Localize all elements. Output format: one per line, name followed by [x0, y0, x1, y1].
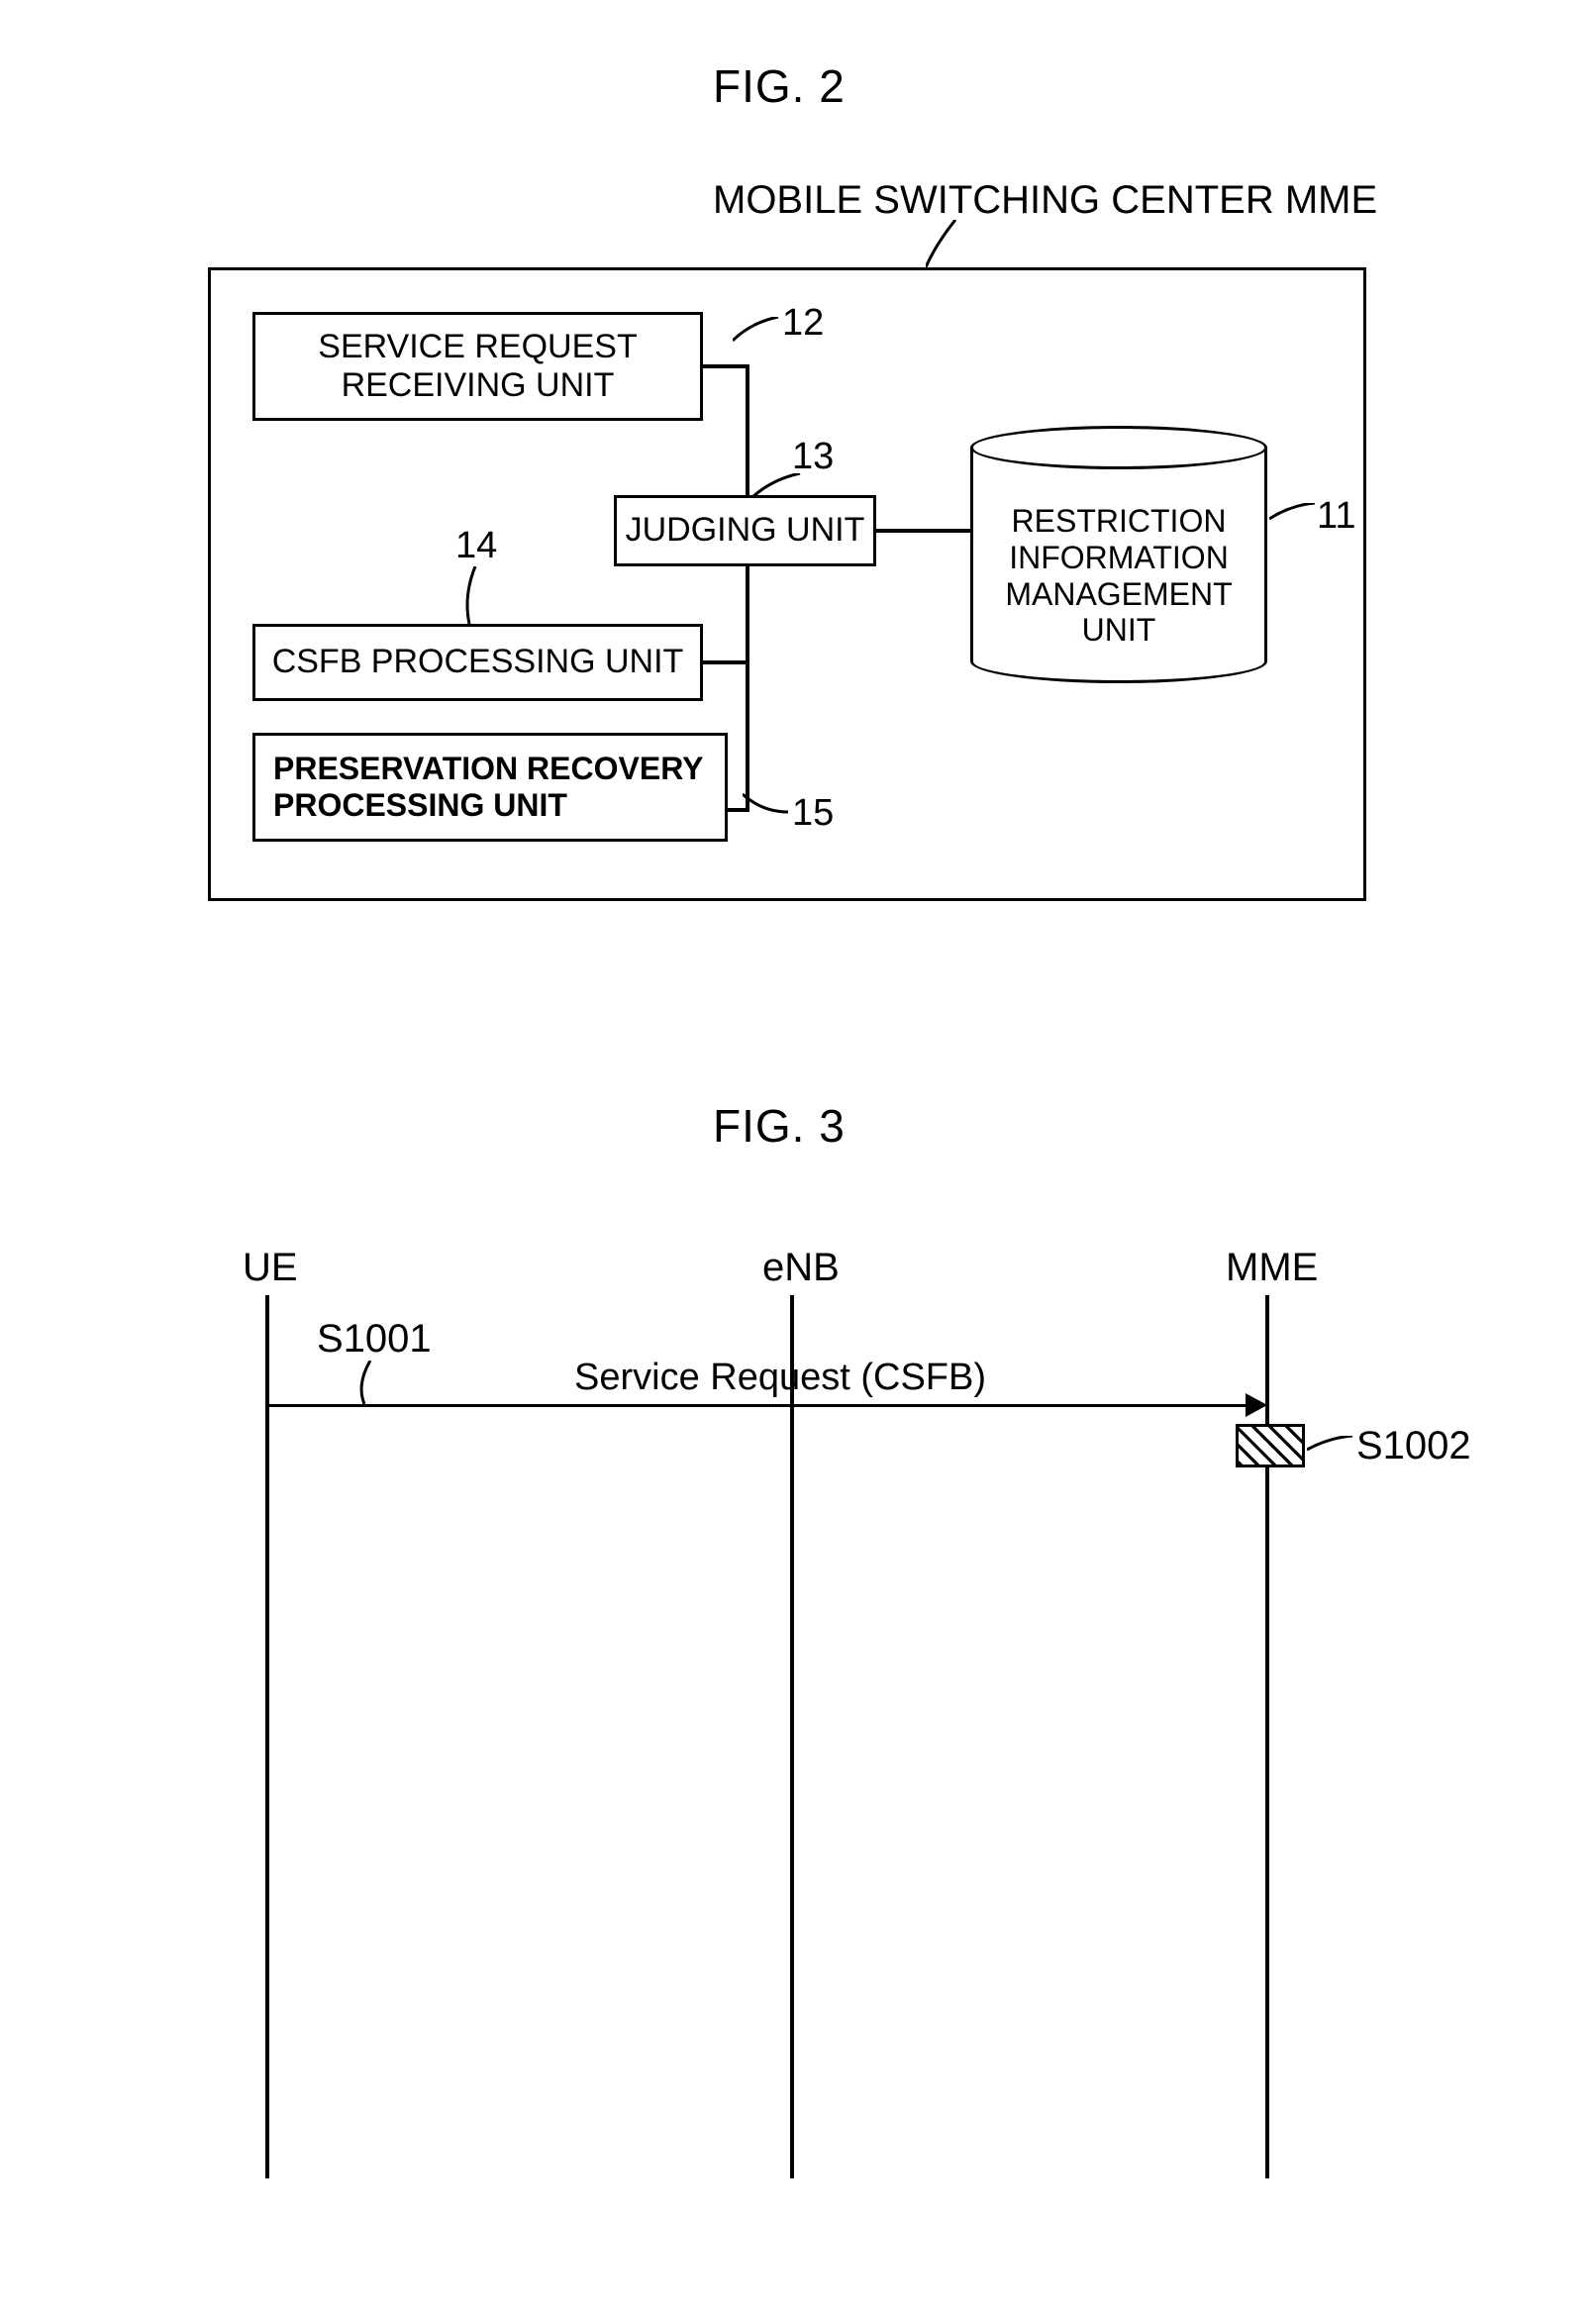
actor-mme: MME [1226, 1246, 1318, 1290]
msg-s1001-leader [356, 1361, 396, 1406]
msg-s1001-line [267, 1404, 1246, 1407]
restriction-label: RESTRICTION INFORMATION MANAGEMENT UNIT [1005, 503, 1232, 649]
conn-sr-down [746, 364, 749, 497]
fig2-title: FIG. 2 [713, 59, 846, 113]
ref-12: 12 [782, 302, 824, 345]
service-request-unit: SERVICE REQUEST RECEIVING UNIT [252, 312, 703, 421]
conn-csfb [703, 660, 749, 664]
judging-unit: JUDGING UNIT [614, 495, 876, 566]
lifeline-ue [265, 1295, 269, 2178]
ref-14: 14 [455, 525, 497, 567]
conn-pres [728, 808, 749, 812]
lifeline-enb [790, 1295, 794, 2178]
ref-14-leader [463, 566, 503, 626]
csfb-unit: CSFB PROCESSING UNIT [252, 624, 703, 701]
conn-stem [746, 566, 749, 812]
ref-11-tick [1269, 503, 1317, 531]
msg-s1001-text: Service Request (CSFB) [574, 1357, 986, 1399]
ref-15: 15 [792, 792, 834, 835]
restriction-cylinder: RESTRICTION INFORMATION MANAGEMENT UNIT [970, 426, 1267, 683]
ref-11: 11 [1317, 495, 1355, 538]
actor-enb: eNB [762, 1246, 840, 1290]
mme-outer-title: MOBILE SWITCHING CENTER MME [713, 178, 1377, 223]
mme-title-leader [926, 220, 985, 269]
preservation-unit: PRESERVATION RECOVERY PROCESSING UNIT [252, 733, 728, 842]
ref-13: 13 [792, 436, 834, 478]
activity-s1002 [1236, 1424, 1305, 1467]
msg-s1002-tick [1307, 1436, 1354, 1464]
msg-s1001-label: S1001 [317, 1317, 432, 1362]
msg-s1001-arrowhead [1246, 1393, 1267, 1417]
fig3-title: FIG. 3 [713, 1099, 846, 1153]
ref-13-leader [752, 473, 802, 499]
conn-judging-cyl [876, 529, 971, 533]
conn-sr-right [703, 364, 749, 368]
msg-s1002-label: S1002 [1356, 1424, 1471, 1468]
ref-15-tick [743, 792, 790, 820]
ref-12-tick [733, 317, 780, 345]
actor-ue: UE [243, 1246, 298, 1290]
activity-s1002-hatch [1239, 1427, 1302, 1464]
